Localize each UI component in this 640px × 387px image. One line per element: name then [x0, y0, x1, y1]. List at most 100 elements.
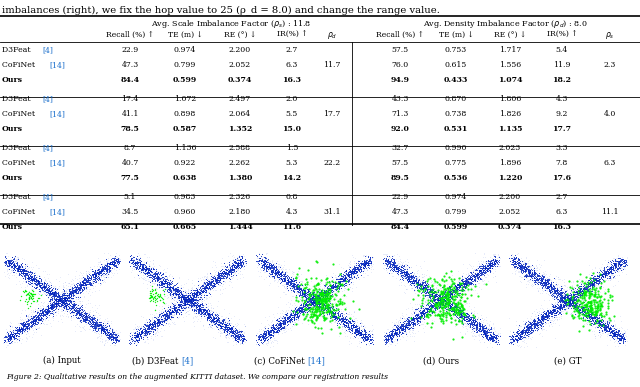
Point	[103, 320, 113, 326]
Point	[422, 301, 433, 308]
Point	[102, 269, 112, 276]
Point	[422, 288, 433, 294]
Point	[582, 278, 593, 284]
Point	[224, 271, 234, 277]
Point	[463, 314, 473, 320]
Point	[431, 293, 442, 300]
Point	[229, 262, 239, 268]
Point	[176, 301, 186, 307]
Point	[169, 306, 179, 312]
Point	[437, 301, 447, 308]
Point	[485, 329, 495, 335]
Point	[595, 266, 605, 272]
Point	[309, 300, 319, 306]
Point	[181, 309, 191, 315]
Point	[300, 289, 310, 295]
Point	[1, 250, 12, 257]
Point	[32, 319, 42, 325]
Point	[42, 320, 52, 327]
Point	[170, 311, 180, 317]
Point	[12, 332, 22, 338]
Point	[576, 304, 586, 310]
Point	[275, 323, 285, 329]
Point	[611, 260, 621, 266]
Point	[38, 312, 48, 318]
Point	[449, 291, 460, 297]
Point	[398, 325, 408, 331]
Text: 17.6: 17.6	[552, 174, 572, 182]
Point	[603, 300, 613, 307]
Point	[152, 332, 163, 338]
Point	[163, 288, 173, 295]
Point	[614, 272, 624, 278]
Point	[412, 268, 422, 274]
Point	[211, 279, 221, 285]
Point	[45, 300, 55, 306]
Point	[489, 251, 499, 257]
Point	[280, 276, 291, 282]
Point	[415, 321, 426, 327]
Point	[317, 301, 328, 307]
Point	[561, 306, 572, 312]
Point	[318, 317, 328, 323]
Point	[3, 274, 13, 280]
Point	[429, 294, 440, 300]
Point	[513, 255, 523, 262]
Point	[25, 319, 35, 325]
Point	[13, 268, 23, 274]
Point	[52, 286, 62, 293]
Point	[415, 301, 426, 308]
Point	[51, 300, 61, 306]
Point	[511, 261, 521, 267]
Point	[68, 291, 78, 297]
Point	[117, 325, 127, 331]
Point	[282, 280, 292, 286]
Point	[445, 276, 456, 283]
Point	[528, 320, 538, 326]
Point	[268, 325, 278, 331]
Point	[534, 280, 545, 286]
Point	[455, 280, 465, 286]
Point	[516, 329, 526, 335]
Point	[165, 308, 175, 314]
Point	[326, 312, 337, 318]
Point	[511, 247, 522, 253]
Point	[608, 330, 618, 337]
Point	[529, 323, 540, 329]
Point	[611, 333, 621, 339]
Point	[38, 284, 48, 290]
Point	[477, 269, 487, 276]
Point	[406, 316, 417, 322]
Point	[65, 288, 76, 295]
Point	[161, 311, 172, 317]
Point	[74, 279, 84, 285]
Point	[273, 269, 283, 275]
Point	[440, 291, 451, 297]
Point	[274, 274, 284, 280]
Point	[532, 277, 542, 283]
Point	[440, 303, 451, 309]
Point	[609, 262, 620, 268]
Point	[620, 336, 630, 342]
Point	[223, 266, 234, 272]
Point	[221, 269, 231, 276]
Point	[458, 281, 468, 288]
Point	[132, 323, 143, 329]
Point	[60, 296, 70, 303]
Point	[67, 298, 77, 305]
Point	[330, 282, 340, 288]
Point	[488, 330, 498, 336]
Point	[326, 312, 336, 318]
Point	[130, 330, 140, 337]
Point	[163, 314, 173, 320]
Point	[205, 313, 215, 320]
Point	[152, 315, 163, 321]
Point	[17, 280, 27, 286]
Point	[20, 334, 31, 340]
Point	[406, 264, 417, 271]
Point	[535, 317, 545, 324]
Point	[169, 294, 179, 300]
Point	[356, 319, 367, 325]
Point	[598, 279, 609, 285]
Point	[166, 281, 176, 287]
